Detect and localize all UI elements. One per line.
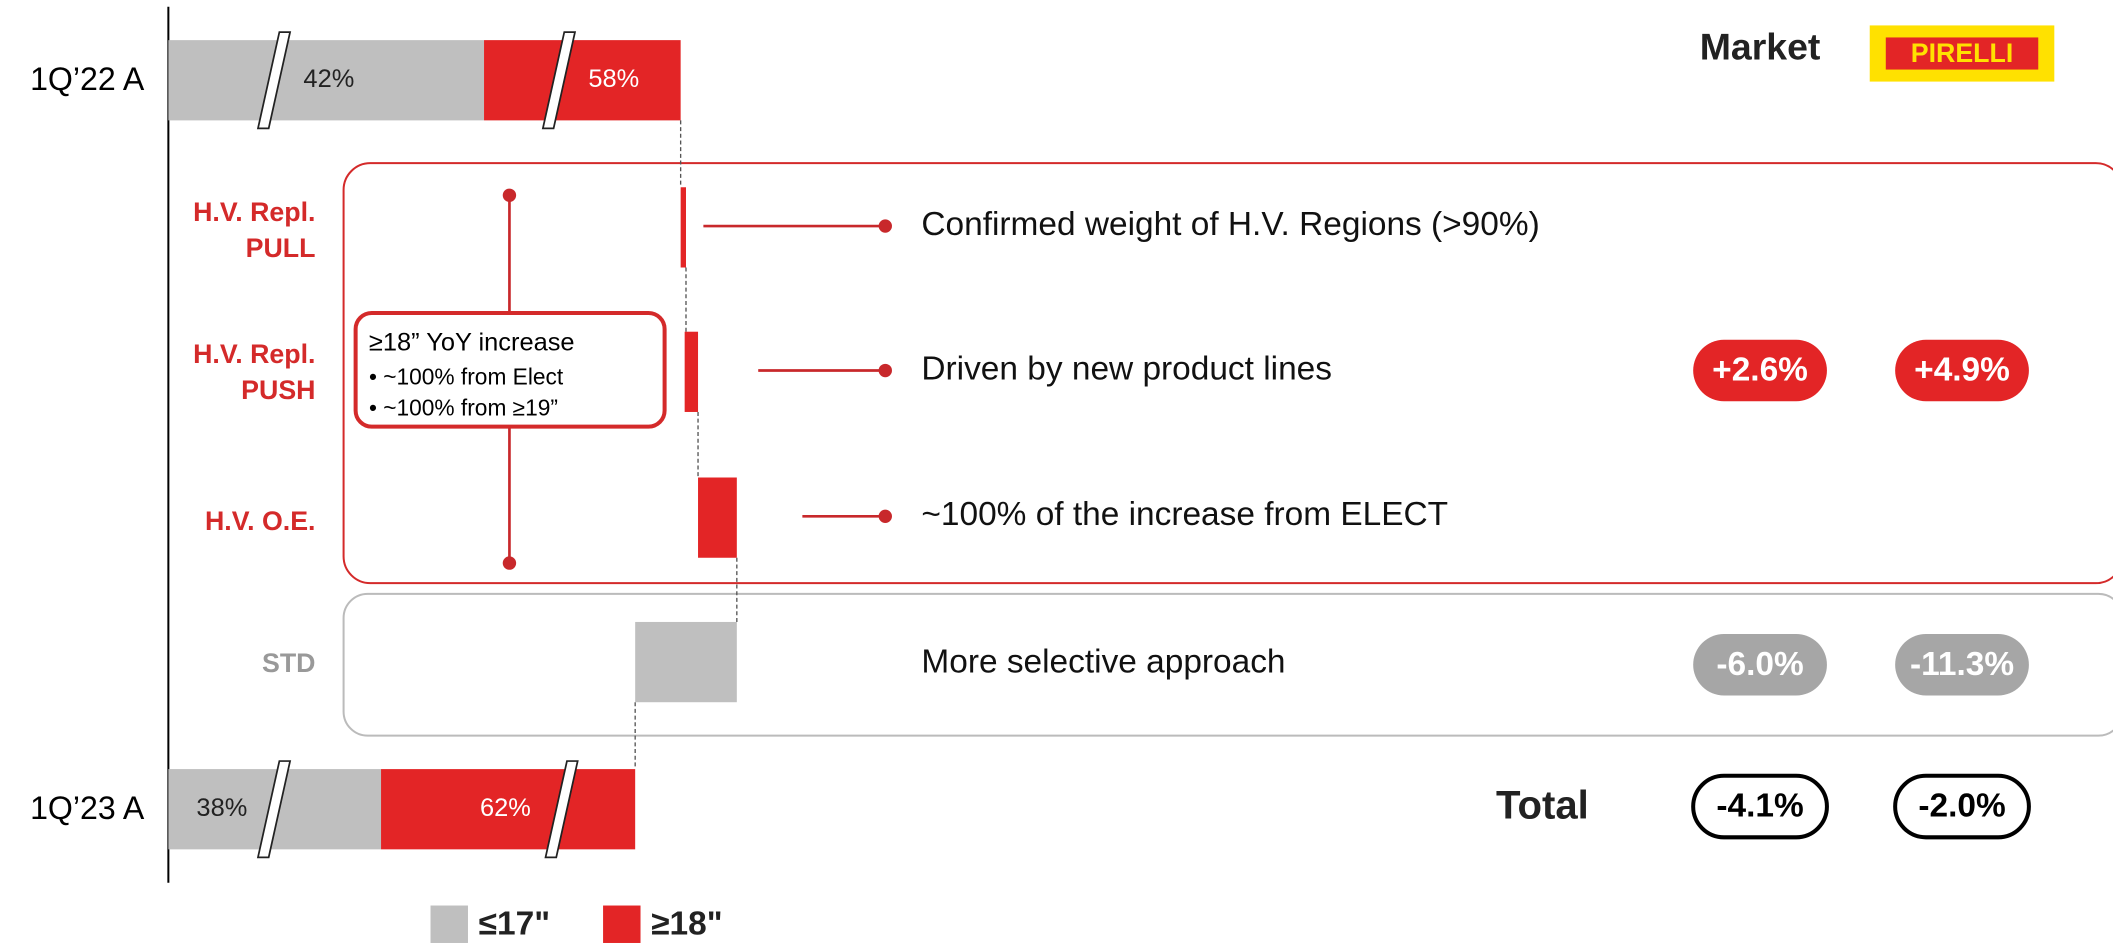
legend-label: ≤17" [479, 905, 550, 942]
value-label: 38% [196, 794, 247, 822]
dot [502, 556, 517, 570]
legend-label: ≥18" [651, 905, 722, 942]
step-bar [698, 477, 737, 558]
bar [168, 40, 485, 121]
step-note: Confirmed weight of H.V. Regions (>90%) [921, 206, 1539, 243]
market-value: -2.0% [1918, 788, 2005, 825]
dot [878, 363, 892, 378]
pill [1895, 634, 2029, 696]
dot [502, 188, 517, 202]
axis-break [256, 31, 292, 130]
logo-text: PIRELLI [1911, 38, 2014, 68]
category-label: 1Q’22 A [30, 61, 145, 97]
std-box [342, 592, 2113, 737]
step-bar [684, 331, 699, 412]
pill [1893, 773, 2031, 840]
market-value: +4.9% [1914, 352, 2010, 389]
callout-item: • ~100% from ≥19” [369, 394, 558, 420]
axis-break [256, 760, 292, 859]
bar [381, 769, 636, 850]
market-header: Market [1700, 25, 1821, 67]
callout-title: ≥18” YoY increase [369, 328, 575, 356]
pill [1693, 339, 1827, 402]
step-label: H.V. Repl. [193, 339, 315, 369]
pill [1895, 339, 2029, 402]
logo-plate [1885, 37, 2039, 70]
step-note: Driven by new product lines [921, 350, 1332, 387]
market-value: +2.6% [1712, 352, 1808, 389]
step-bar [680, 187, 686, 268]
step-label: H.V. O.E. [205, 506, 316, 536]
value-label: 42% [303, 65, 354, 93]
dot [878, 219, 892, 233]
legend-swatch [603, 905, 641, 943]
market-value: -6.0% [1716, 646, 1803, 683]
value-label: 62% [480, 794, 531, 822]
total-label: Total [1496, 782, 1589, 827]
bar [484, 40, 681, 121]
callout-item: • ~100% from Elect [369, 364, 564, 390]
market-value: -11.3% [1910, 646, 2014, 683]
market-value: -4.1% [1716, 788, 1803, 825]
pill [1693, 634, 1827, 696]
step-bar [635, 621, 737, 703]
step-note: More selective approach [921, 643, 1285, 680]
legend-swatch [430, 905, 468, 943]
callout-box [353, 310, 667, 429]
dot [878, 509, 892, 523]
value-label: 58% [588, 65, 639, 93]
step-note: ~100% of the increase from ELECT [921, 496, 1448, 533]
step-label: H.V. Repl. [193, 197, 315, 227]
axis-break [541, 31, 577, 130]
category-label: 1Q’23 A [30, 790, 145, 826]
axis-break [544, 760, 579, 859]
pill [1691, 773, 1829, 840]
step-label: STD [262, 648, 316, 678]
step-label: PUSH [241, 375, 315, 405]
hv-box [342, 162, 2113, 585]
step-label: PULL [246, 233, 316, 263]
